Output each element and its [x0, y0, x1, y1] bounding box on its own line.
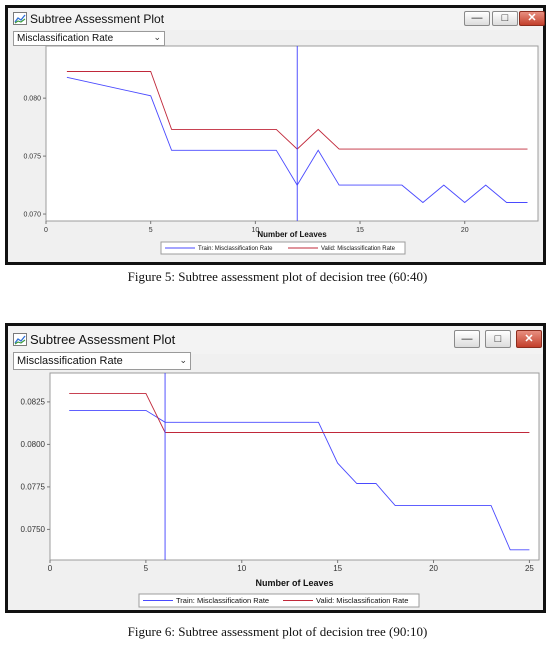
statistic-select-value: Misclassification Rate — [17, 33, 114, 44]
figure-caption-6: Figure 6: Subtree assessment plot of dec… — [127, 624, 428, 639]
x-tick-label: 15 — [356, 227, 364, 234]
subtree-assessment-chart-1[interactable]: 0.070 0.075 0.080 0 5 10 15 20 Number of Leaves T… — [8, 8, 543, 262]
train-series-line — [66, 76, 528, 204]
x-tick-label: 10 — [251, 227, 259, 234]
x-tick-label: 10 — [237, 564, 246, 573]
close-icon: ✕ — [527, 12, 537, 24]
minimize-button[interactable]: — — [454, 330, 480, 348]
y-tick-label: 0.0775 — [21, 482, 46, 491]
maximize-button[interactable]: □ — [492, 11, 518, 26]
y-tick-label: 0.075 — [23, 154, 41, 161]
x-tick-label: 5 — [149, 227, 153, 234]
minimize-icon: — — [461, 333, 473, 345]
x-tick-label: 25 — [525, 564, 534, 573]
valid-series-line — [66, 71, 528, 150]
y-tick-label: 0.070 — [23, 212, 41, 219]
maximize-button[interactable]: □ — [485, 330, 511, 348]
subtree-assessment-chart-2[interactable]: 0.0750 0.0775 0.0800 0.0825 0 5 10 15 20 25 Number… — [8, 326, 543, 610]
x-tick-label: 20 — [429, 564, 438, 573]
close-icon: ✕ — [524, 333, 534, 345]
close-button[interactable]: ✕ — [519, 11, 545, 26]
x-tick-label: 0 — [44, 227, 48, 234]
legend — [160, 241, 406, 255]
minimize-icon: — — [471, 12, 483, 24]
plot-area — [45, 45, 539, 222]
figure-caption-5: Figure 5: Subtree assessment plot of dec… — [127, 269, 428, 284]
y-tick-label: 0.080 — [23, 96, 41, 103]
y-tick-label: 0.0750 — [21, 525, 46, 534]
x-tick-label: 5 — [144, 564, 149, 573]
minimize-button[interactable]: — — [464, 11, 490, 26]
maximize-icon: □ — [494, 333, 502, 345]
subtree-assessment-window-1: Subtree Assessment Plot — □ ✕ Misclassif… — [5, 5, 546, 265]
x-tick-label: 0 — [48, 564, 53, 573]
x-tick-label: 20 — [461, 227, 469, 234]
x-tick-label: 15 — [333, 564, 342, 573]
maximize-icon: □ — [501, 12, 509, 24]
legend-train-label: Train: Misclassification Rate — [198, 246, 273, 252]
plot-area — [49, 372, 540, 561]
train-series-line — [69, 409, 530, 551]
legend-train-label: Train: Misclassification Rate — [176, 596, 269, 605]
window-title: Subtree Assessment Plot — [30, 332, 176, 347]
title-bar[interactable]: Subtree Assessment Plot — □ ✕ — [8, 326, 543, 354]
title-bar[interactable]: Subtree Assessment Plot — □ ✕ — [8, 8, 545, 30]
x-axis-title: Number of Leaves — [255, 578, 333, 588]
legend-valid-label: Valid: Misclassification Rate — [321, 246, 396, 252]
statistic-select-value: Misclassification Rate — [17, 355, 123, 367]
window-title: Subtree Assessment Plot — [30, 12, 165, 26]
legend — [138, 593, 420, 608]
close-button[interactable]: ✕ — [516, 330, 542, 348]
x-axis-title: Number of Leaves — [257, 230, 327, 239]
statistic-select[interactable]: Misclassification Rate ⌄ — [13, 352, 191, 370]
chart-icon — [13, 333, 27, 346]
chevron-down-icon: ⌄ — [179, 355, 187, 365]
subtree-assessment-window-2: Subtree Assessment Plot — □ ✕ Misclassif… — [5, 323, 546, 613]
valid-series-line — [69, 392, 530, 433]
y-tick-label: 0.0800 — [21, 440, 46, 449]
y-tick-label: 0.0825 — [21, 397, 46, 406]
chevron-down-icon: ⌄ — [153, 32, 161, 42]
chart-icon — [13, 12, 27, 25]
legend-valid-label: Valid: Misclassification Rate — [316, 596, 408, 605]
